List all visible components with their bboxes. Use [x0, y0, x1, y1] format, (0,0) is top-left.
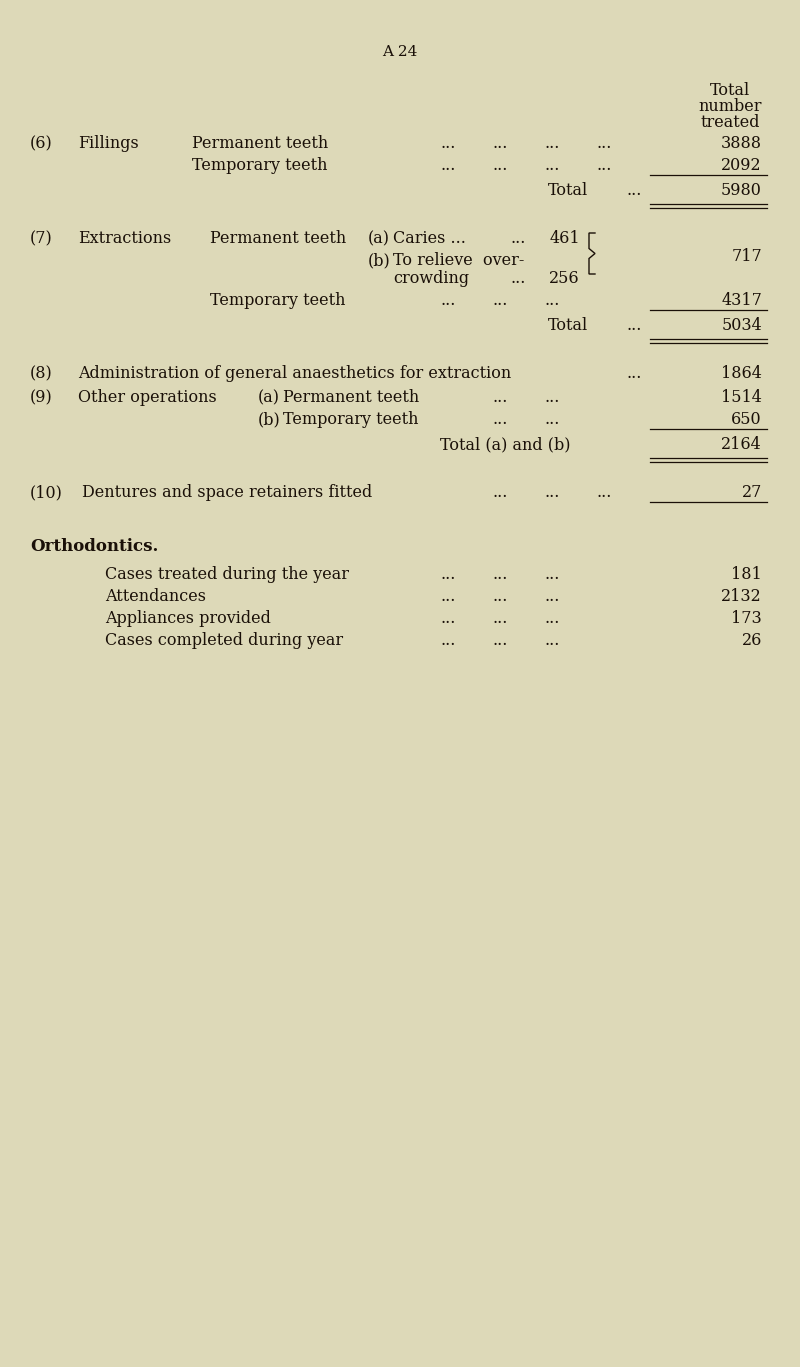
Text: Appliances provided: Appliances provided — [105, 610, 271, 627]
Text: Total: Total — [548, 182, 588, 200]
Text: ...: ... — [544, 411, 559, 428]
Text: Temporary teeth: Temporary teeth — [210, 293, 346, 309]
Text: ...: ... — [440, 135, 455, 152]
Text: ...: ... — [596, 135, 611, 152]
Text: ...: ... — [492, 293, 507, 309]
Text: 27: 27 — [742, 484, 762, 500]
Text: ...: ... — [492, 566, 507, 582]
Text: (b): (b) — [368, 252, 390, 269]
Text: treated: treated — [700, 113, 760, 131]
Text: (a): (a) — [368, 230, 390, 247]
Text: Temporary teeth: Temporary teeth — [283, 411, 418, 428]
Text: 5034: 5034 — [722, 317, 762, 334]
Text: Permanent teeth: Permanent teeth — [283, 390, 419, 406]
Text: ...: ... — [492, 588, 507, 606]
Text: To relieve  over-: To relieve over- — [393, 252, 524, 269]
Text: ...: ... — [492, 157, 507, 174]
Text: ...: ... — [626, 182, 642, 200]
Text: 2164: 2164 — [722, 436, 762, 452]
Text: ...: ... — [492, 390, 507, 406]
Text: crowding: crowding — [393, 271, 469, 287]
Text: 181: 181 — [731, 566, 762, 582]
Text: Total: Total — [710, 82, 750, 98]
Text: 717: 717 — [731, 247, 762, 265]
Text: ...: ... — [440, 157, 455, 174]
Text: Total: Total — [548, 317, 588, 334]
Text: (7): (7) — [30, 230, 53, 247]
Text: 26: 26 — [742, 632, 762, 649]
Text: ...: ... — [544, 588, 559, 606]
Text: Other operations: Other operations — [78, 390, 217, 406]
Text: ...: ... — [492, 411, 507, 428]
Text: (b): (b) — [258, 411, 281, 428]
Text: ...: ... — [544, 157, 559, 174]
Text: (9): (9) — [30, 390, 53, 406]
Text: (a): (a) — [258, 390, 280, 406]
Text: Attendances: Attendances — [105, 588, 206, 606]
Text: 461: 461 — [550, 230, 580, 247]
Text: ...: ... — [544, 610, 559, 627]
Text: 4317: 4317 — [721, 293, 762, 309]
Text: Orthodontics.: Orthodontics. — [30, 539, 158, 555]
Text: ...: ... — [544, 135, 559, 152]
Text: ...: ... — [626, 317, 642, 334]
Text: ...: ... — [544, 632, 559, 649]
Text: 173: 173 — [731, 610, 762, 627]
Text: ...: ... — [440, 632, 455, 649]
Text: Caries ...: Caries ... — [393, 230, 466, 247]
Text: ...: ... — [492, 632, 507, 649]
Text: 650: 650 — [731, 411, 762, 428]
Text: ...: ... — [510, 271, 526, 287]
Text: ...: ... — [440, 566, 455, 582]
Text: ...: ... — [440, 610, 455, 627]
Text: 2132: 2132 — [722, 588, 762, 606]
Text: 1864: 1864 — [721, 365, 762, 381]
Text: Cases completed during year: Cases completed during year — [105, 632, 343, 649]
Text: Permanent teeth: Permanent teeth — [210, 230, 346, 247]
Text: (6): (6) — [30, 135, 53, 152]
Text: ...: ... — [492, 610, 507, 627]
Text: Dentures and space retainers fitted: Dentures and space retainers fitted — [82, 484, 372, 500]
Text: Administration of general anaesthetics for extraction: Administration of general anaesthetics f… — [78, 365, 511, 381]
Text: Cases treated during the year: Cases treated during the year — [105, 566, 349, 582]
Text: ...: ... — [510, 230, 526, 247]
Text: ...: ... — [440, 293, 455, 309]
Text: Temporary teeth: Temporary teeth — [192, 157, 327, 174]
Text: A 24: A 24 — [382, 45, 418, 59]
Text: ...: ... — [596, 157, 611, 174]
Text: ...: ... — [626, 365, 642, 381]
Text: ...: ... — [492, 135, 507, 152]
Text: (10): (10) — [30, 484, 63, 500]
Text: (8): (8) — [30, 365, 53, 381]
Text: 5980: 5980 — [721, 182, 762, 200]
Text: ...: ... — [544, 390, 559, 406]
Text: 3888: 3888 — [721, 135, 762, 152]
Text: 2092: 2092 — [722, 157, 762, 174]
Text: ...: ... — [544, 293, 559, 309]
Text: ...: ... — [544, 484, 559, 500]
Text: ...: ... — [596, 484, 611, 500]
Text: Permanent teeth: Permanent teeth — [192, 135, 328, 152]
Text: ...: ... — [492, 484, 507, 500]
Text: 256: 256 — [550, 271, 580, 287]
Text: ...: ... — [440, 588, 455, 606]
Text: Total (a) and (b): Total (a) and (b) — [440, 436, 570, 452]
Text: ...: ... — [544, 566, 559, 582]
Text: Fillings: Fillings — [78, 135, 138, 152]
Text: Extractions: Extractions — [78, 230, 171, 247]
Text: number: number — [698, 98, 762, 115]
Text: 1514: 1514 — [721, 390, 762, 406]
